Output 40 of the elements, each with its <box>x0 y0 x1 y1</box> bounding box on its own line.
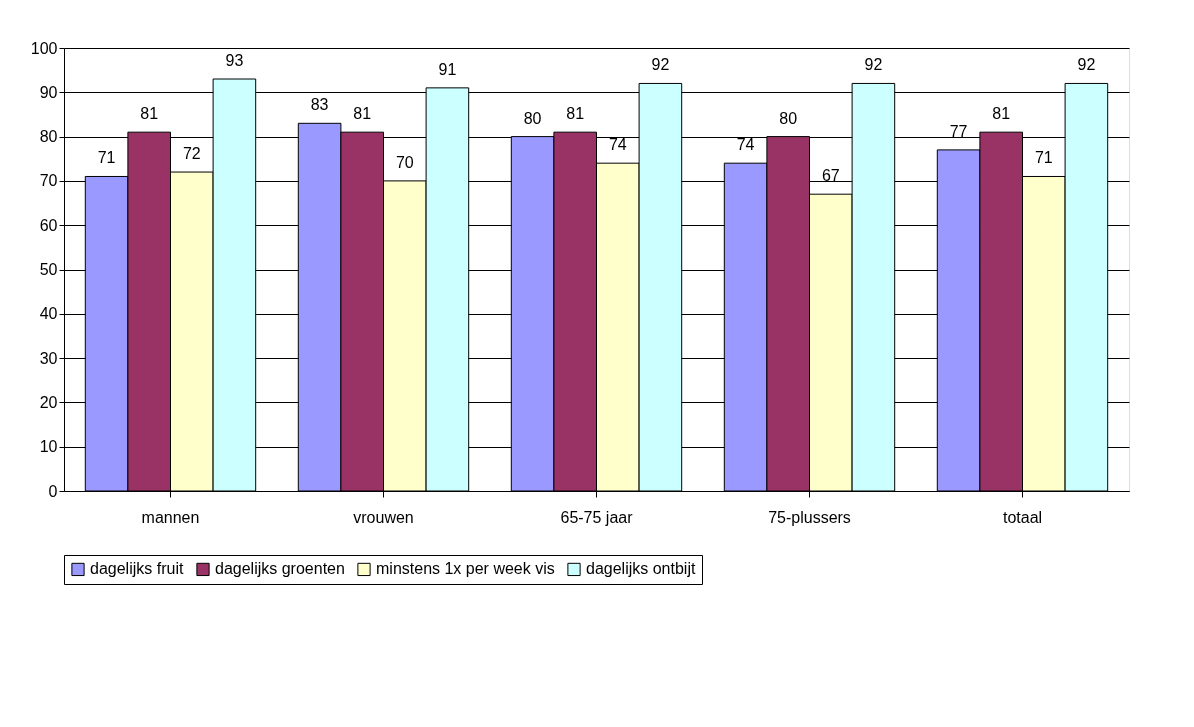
data-label: 71 <box>97 149 116 167</box>
y-tick-label: 50 <box>39 261 58 278</box>
y-tick-label: 60 <box>39 216 58 234</box>
y-tick-label: 100 <box>30 39 58 57</box>
data-label: 92 <box>864 56 883 74</box>
data-label: 80 <box>779 109 798 127</box>
x-tick-label: mannen <box>141 508 200 526</box>
y-tick-label: 30 <box>39 349 58 367</box>
data-label: 91 <box>438 60 457 78</box>
data-label: 81 <box>566 105 585 123</box>
data-label: 70 <box>395 153 414 171</box>
data-label: 72 <box>182 145 201 163</box>
y-tick-label: 80 <box>39 128 58 146</box>
data-label: 71 <box>1034 149 1053 167</box>
legend-label: dagelijks fruit <box>90 560 184 578</box>
x-tick-label: 65-75 jaar <box>560 508 634 526</box>
data-label: 67 <box>821 167 840 185</box>
y-tick-label: 10 <box>39 438 58 456</box>
data-label: 93 <box>225 52 244 70</box>
x-tick-label: totaal <box>1002 508 1043 526</box>
x-tick-label: 75-plussers <box>768 508 851 526</box>
data-label: 83 <box>310 96 329 114</box>
y-tick-label: 40 <box>39 305 58 323</box>
data-label: 77 <box>949 122 968 140</box>
data-label: 74 <box>608 136 627 154</box>
data-label: 81 <box>353 105 372 123</box>
data-label: 74 <box>736 136 755 154</box>
data-label: 81 <box>992 105 1011 123</box>
data-label: 80 <box>523 109 542 127</box>
y-tick-label: 0 <box>48 482 58 500</box>
legend-label: dagelijks groenten <box>215 560 345 578</box>
legend-label: minstens 1x per week vis <box>376 560 555 578</box>
data-label: 92 <box>651 56 670 74</box>
y-tick-label: 20 <box>39 393 58 411</box>
x-tick-label: vrouwen <box>353 508 414 526</box>
y-tick-label: 90 <box>39 83 58 101</box>
data-label: 92 <box>1077 56 1096 74</box>
data-label: 81 <box>140 105 159 123</box>
legend-label: dagelijks ontbijt <box>586 560 696 578</box>
y-tick-label: 70 <box>39 172 58 190</box>
